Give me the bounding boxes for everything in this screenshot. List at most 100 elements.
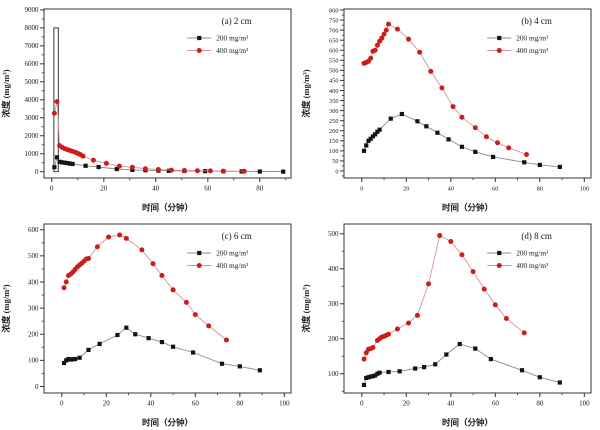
- x-tick-label: 80: [537, 186, 543, 193]
- y-axis-label: 浓度 (mg/m³): [301, 69, 311, 117]
- data-point-square: [413, 366, 418, 371]
- data-point-circle: [448, 238, 454, 244]
- data-point-circle: [103, 160, 109, 166]
- data-point-circle: [150, 261, 156, 267]
- data-point-square: [64, 358, 69, 363]
- data-point-circle: [123, 235, 129, 241]
- y-tick-label: 250: [329, 118, 338, 125]
- x-tick-label: 100: [279, 400, 290, 408]
- data-point-square: [368, 136, 373, 141]
- y-tick-label: 300: [329, 108, 338, 115]
- data-point-circle: [383, 27, 389, 33]
- x-tick-label: 20: [103, 400, 111, 408]
- data-point-circle: [63, 279, 69, 285]
- data-point-circle: [506, 145, 512, 151]
- data-point-square: [375, 129, 380, 134]
- series-line: [363, 113, 560, 168]
- data-point-circle: [450, 104, 456, 110]
- data-point-circle: [483, 134, 489, 140]
- y-tick-label: 8000: [25, 24, 40, 32]
- data-point-circle: [155, 166, 161, 172]
- y-tick-label: 4000: [25, 96, 40, 104]
- data-point-circle: [61, 285, 67, 291]
- data-point-square: [77, 355, 82, 360]
- data-point-square: [490, 154, 496, 159]
- y-tick-label: 100: [329, 148, 338, 155]
- legend-label: 200 mg/m³: [216, 248, 249, 257]
- data-point-circle: [207, 168, 213, 174]
- y-tick-label: 1000: [25, 150, 40, 158]
- y-tick-label: 700: [329, 27, 338, 34]
- data-point-circle: [374, 42, 380, 48]
- series-line: [363, 23, 527, 155]
- legend-label: 400 mg/m³: [216, 46, 249, 55]
- data-point-circle: [459, 114, 465, 120]
- data-point-circle: [523, 151, 529, 157]
- data-point-square: [366, 375, 371, 380]
- y-tick-label: 750: [329, 17, 338, 24]
- data-point-circle: [406, 320, 412, 326]
- legend: 200 mg/m³ 400 mg/m³: [487, 33, 549, 55]
- legend-label: 200 mg/m³: [516, 33, 549, 42]
- x-tick-label: 20: [403, 186, 409, 193]
- x-axis-label: 时间（分钟）: [442, 203, 493, 213]
- x-tick-label: 20: [100, 185, 108, 193]
- y-tick-label: 500: [329, 68, 338, 75]
- y-tick-label: 400: [328, 265, 339, 273]
- data-point-circle: [472, 125, 478, 131]
- y-tick-label: 600: [329, 48, 338, 55]
- panel-title: (a) 2 cm: [222, 16, 252, 26]
- data-point-square: [459, 144, 465, 149]
- data-point-circle: [417, 49, 423, 55]
- data-point-square: [522, 160, 527, 165]
- series-200: [361, 341, 562, 388]
- y-tick-label: 6000: [25, 60, 40, 68]
- data-point-square: [219, 361, 225, 366]
- y-tick-label: 0: [335, 168, 338, 175]
- data-point-square: [61, 360, 67, 366]
- x-tick-label: 40: [447, 400, 455, 408]
- chart-panel-b: 0 20 40 60 80 100 0 50 100 150 200 250 300 350 400 450 5…: [300, 0, 600, 215]
- data-point-square: [388, 116, 393, 121]
- data-point-circle: [194, 168, 200, 174]
- panel-title: (b) 4 cm: [521, 16, 552, 26]
- plot-frame: [343, 8, 592, 179]
- data-point-circle: [86, 255, 92, 261]
- x-tick-label: 20: [403, 400, 411, 408]
- data-point-circle: [459, 252, 465, 258]
- data-point-square: [124, 325, 129, 330]
- data-point-square: [361, 148, 367, 153]
- y-tick-label: 200: [28, 331, 39, 339]
- legend: 200 mg/m³ 400 mg/m³: [487, 248, 549, 270]
- legend-marker-circle: [496, 263, 502, 268]
- axes: 0 20 40 60 80 100 100 200 300 400 500: [328, 230, 590, 407]
- legend-marker-square: [497, 35, 502, 41]
- data-point-circle: [370, 345, 376, 351]
- y-tick-label: 150: [329, 138, 338, 145]
- data-point-square: [115, 332, 120, 338]
- data-point-square: [537, 375, 542, 380]
- data-point-circle: [394, 26, 400, 32]
- x-tick-label: 0: [60, 400, 64, 408]
- x-tick-label: 0: [50, 185, 54, 193]
- data-point-circle: [406, 36, 412, 42]
- data-point-square: [433, 362, 438, 367]
- data-point-circle: [51, 110, 57, 116]
- data-point-square: [67, 161, 73, 166]
- data-point-circle: [495, 140, 501, 146]
- legend: 200 mg/m³ 400 mg/m³: [187, 33, 249, 55]
- data-point-square: [361, 382, 367, 388]
- data-point-circle: [139, 247, 145, 253]
- data-point-square: [488, 356, 493, 362]
- legend-marker-square: [497, 250, 502, 256]
- axes: 0 20 40 60 80 100 0 100 200 300 400 500 600: [28, 226, 290, 407]
- data-point-square: [146, 336, 151, 341]
- y-tick-label: 5000: [25, 78, 40, 86]
- data-point-square: [370, 134, 376, 139]
- legend-marker-square: [197, 250, 202, 256]
- legend-marker-square: [197, 35, 202, 41]
- data-point-circle: [241, 168, 247, 174]
- legend-label: 400 mg/m³: [516, 46, 549, 55]
- data-point-square: [57, 159, 62, 164]
- data-point-square: [422, 365, 427, 370]
